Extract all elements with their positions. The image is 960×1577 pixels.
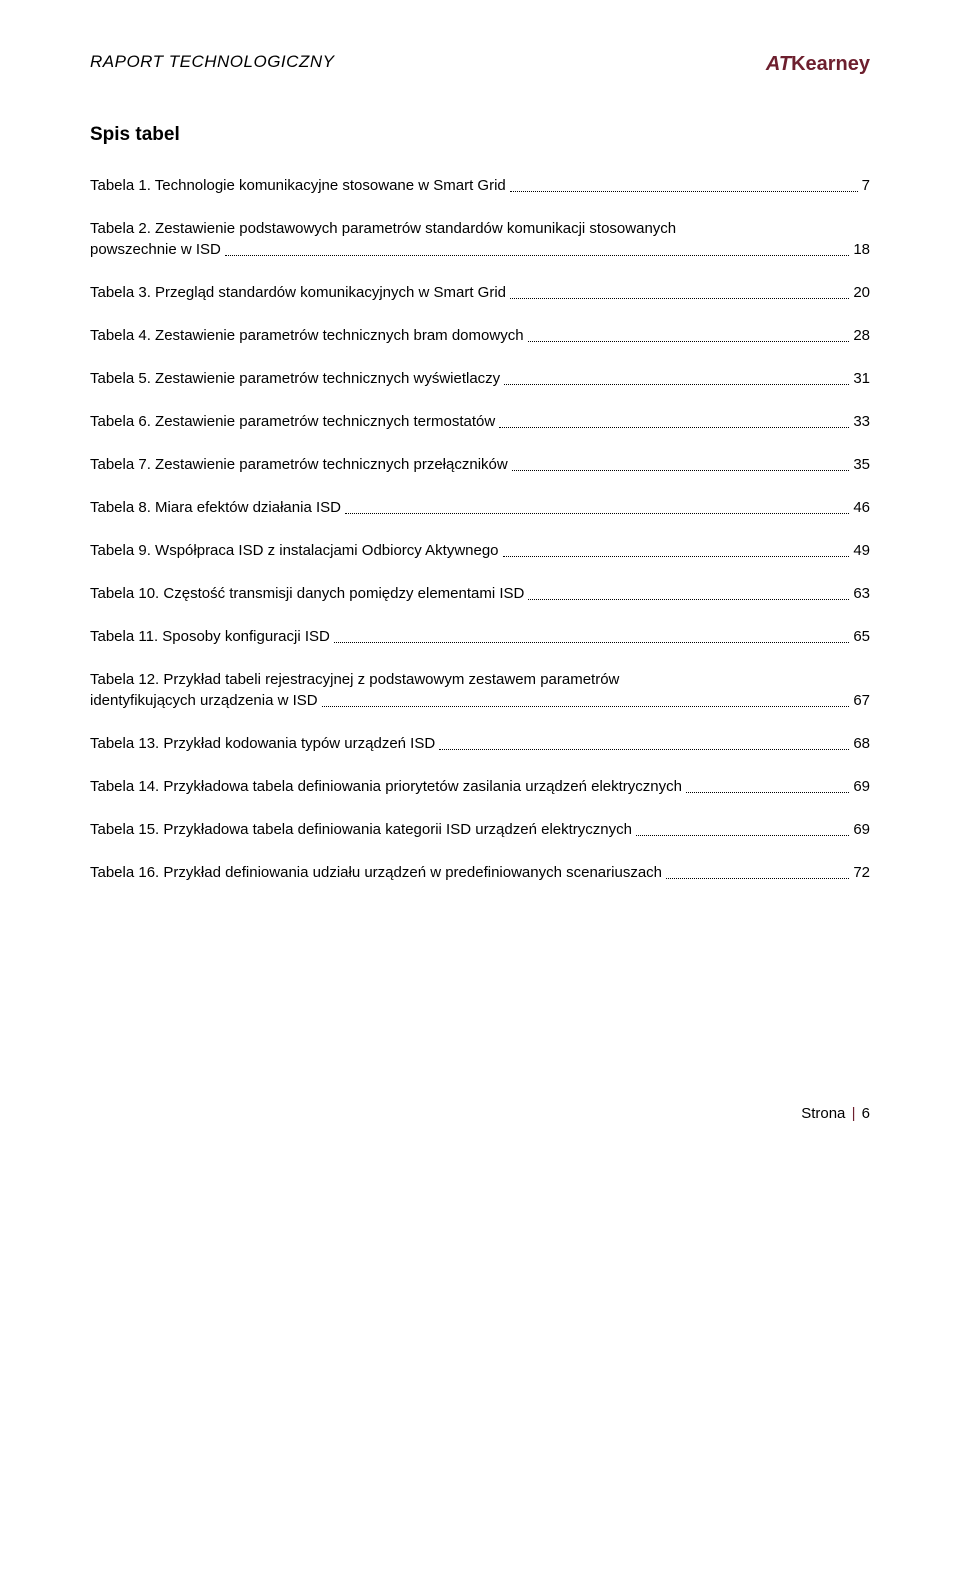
toc-leader-dots <box>528 341 850 342</box>
toc-page-number: 31 <box>853 368 870 389</box>
toc-page-number: 72 <box>853 862 870 883</box>
logo-kearney: Kearney <box>791 50 870 78</box>
toc-label: Tabela 10. Częstość transmisji danych po… <box>90 583 524 604</box>
toc-entry: Tabela 8. Miara efektów działania ISD 46 <box>90 497 870 518</box>
toc-entry: Tabela 15. Przykładowa tabela definiowan… <box>90 819 870 840</box>
toc-leader-dots <box>225 255 849 256</box>
toc-page-number: 20 <box>853 282 870 303</box>
toc-label: Tabela 13. Przykład kodowania typów urzą… <box>90 733 435 754</box>
toc-line2: identyfikujących urządzenia w ISD 67 <box>90 690 870 711</box>
toc-label: Tabela 14. Przykładowa tabela definiowan… <box>90 776 682 797</box>
toc-leader-dots <box>504 384 849 385</box>
toc-page-number: 63 <box>853 583 870 604</box>
toc-entry: Tabela 4. Zestawienie parametrów technic… <box>90 325 870 346</box>
section-title: Spis tabel <box>90 122 870 149</box>
toc-label: Tabela 1. Technologie komunikacyjne stos… <box>90 175 506 196</box>
logo-at: AT <box>766 50 791 78</box>
toc-page-number: 68 <box>853 733 870 754</box>
toc-label-line2: powszechnie w ISD <box>90 239 221 260</box>
toc-entry: Tabela 12. Przykład tabeli rejestracyjne… <box>90 669 870 711</box>
toc-label: Tabela 7. Zestawienie parametrów technic… <box>90 454 508 475</box>
toc-label-line2: identyfikujących urządzenia w ISD <box>90 690 318 711</box>
toc-leader-dots <box>686 792 849 793</box>
toc-label: Tabela 5. Zestawienie parametrów technic… <box>90 368 500 389</box>
toc-page-number: 67 <box>853 690 870 711</box>
toc-entry: Tabela 11. Sposoby konfiguracji ISD 65 <box>90 626 870 647</box>
toc-entry: Tabela 2. Zestawienie podstawowych param… <box>90 218 870 260</box>
toc-leader-dots <box>512 470 850 471</box>
toc-page-number: 69 <box>853 776 870 797</box>
toc-leader-dots <box>499 427 849 428</box>
toc-leader-dots <box>334 642 849 643</box>
toc-leader-dots <box>528 599 849 600</box>
toc-page-number: 33 <box>853 411 870 432</box>
toc-page-number: 28 <box>853 325 870 346</box>
toc-label: Tabela 6. Zestawienie parametrów technic… <box>90 411 495 432</box>
toc-entry: Tabela 10. Częstość transmisji danych po… <box>90 583 870 604</box>
toc-line2: powszechnie w ISD 18 <box>90 239 870 260</box>
toc-label: Tabela 9. Współpraca ISD z instalacjami … <box>90 540 499 561</box>
toc-page-number: 35 <box>853 454 870 475</box>
toc-leader-dots <box>510 191 858 192</box>
footer-page-number: 6 <box>862 1105 870 1122</box>
toc-entry: Tabela 7. Zestawienie parametrów technic… <box>90 454 870 475</box>
toc-label-line1: Tabela 2. Zestawienie podstawowych param… <box>90 218 870 239</box>
toc-leader-dots <box>345 513 849 514</box>
toc-leader-dots <box>322 706 850 707</box>
toc-entry: Tabela 16. Przykład definiowania udziału… <box>90 862 870 883</box>
toc-leader-dots <box>636 835 849 836</box>
toc-label-line1: Tabela 12. Przykład tabeli rejestracyjne… <box>90 669 870 690</box>
toc-label: Tabela 15. Przykładowa tabela definiowan… <box>90 819 632 840</box>
toc-page-number: 49 <box>853 540 870 561</box>
toc-entry: Tabela 6. Zestawienie parametrów technic… <box>90 411 870 432</box>
toc-page-number: 18 <box>853 239 870 260</box>
footer-separator: | <box>852 1105 856 1122</box>
toc-leader-dots <box>510 298 849 299</box>
toc-entry: Tabela 14. Przykładowa tabela definiowan… <box>90 776 870 797</box>
toc-entry: Tabela 13. Przykład kodowania typów urzą… <box>90 733 870 754</box>
toc-label: Tabela 4. Zestawienie parametrów technic… <box>90 325 524 346</box>
document-title: RAPORT TECHNOLOGICZNY <box>90 50 334 74</box>
toc-entry: Tabela 5. Zestawienie parametrów technic… <box>90 368 870 389</box>
footer-label: Strona <box>801 1105 845 1122</box>
toc-label: Tabela 3. Przegląd standardów komunikacy… <box>90 282 506 303</box>
page-header: RAPORT TECHNOLOGICZNY ATKearney <box>90 50 870 78</box>
page-footer: Strona | 6 <box>90 1103 870 1124</box>
toc-leader-dots <box>439 749 849 750</box>
toc-leader-dots <box>666 878 849 879</box>
toc-entry: Tabela 9. Współpraca ISD z instalacjami … <box>90 540 870 561</box>
toc-page-number: 69 <box>853 819 870 840</box>
toc-page-number: 46 <box>853 497 870 518</box>
toc-entry: Tabela 1. Technologie komunikacyjne stos… <box>90 175 870 196</box>
toc-leader-dots <box>503 556 850 557</box>
table-of-contents: Tabela 1. Technologie komunikacyjne stos… <box>90 175 870 883</box>
toc-page-number: 65 <box>853 626 870 647</box>
logo: ATKearney <box>766 50 870 78</box>
toc-label: Tabela 11. Sposoby konfiguracji ISD <box>90 626 330 647</box>
toc-entry: Tabela 3. Przegląd standardów komunikacy… <box>90 282 870 303</box>
toc-label: Tabela 16. Przykład definiowania udziału… <box>90 862 662 883</box>
toc-label: Tabela 8. Miara efektów działania ISD <box>90 497 341 518</box>
toc-page-number: 7 <box>862 175 870 196</box>
